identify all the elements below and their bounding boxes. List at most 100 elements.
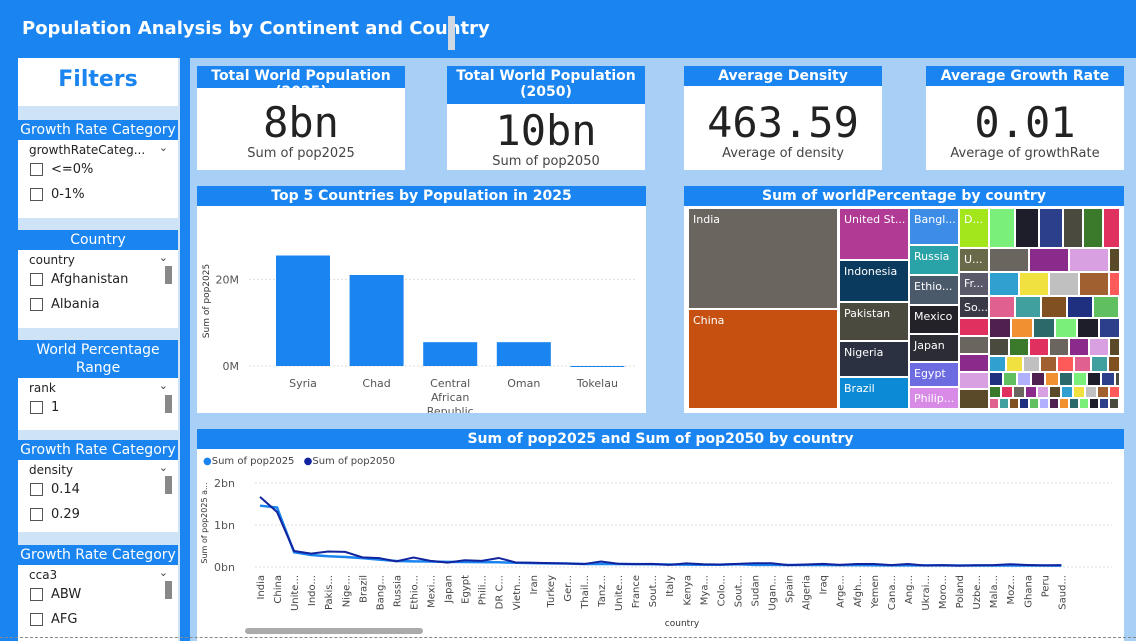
treemap-tile[interactable] <box>1009 398 1019 409</box>
chevron-down-icon[interactable]: ⌄ <box>158 251 168 264</box>
slicer-option[interactable]: ABW <box>18 583 178 608</box>
line-chart-pop2025-pop2050[interactable]: Sum of pop2025 and Sum of pop2050 by cou… <box>197 429 1124 641</box>
treemap-tile[interactable] <box>1003 372 1017 386</box>
treemap-tile[interactable] <box>1115 372 1120 386</box>
slicer-option[interactable]: 1 <box>18 396 178 421</box>
slicer-scrollbar[interactable] <box>165 581 172 599</box>
treemap-tile[interactable] <box>1089 338 1109 356</box>
treemap-tile-nigeria[interactable]: Nigeria <box>839 341 909 377</box>
chevron-down-icon[interactable]: ⌄ <box>158 461 168 474</box>
slicer-field[interactable]: growthRateCateg... ⌄ <box>18 140 178 158</box>
treemap-tile[interactable] <box>1083 208 1103 248</box>
checkbox[interactable] <box>30 273 43 286</box>
treemap-tile-china[interactable]: China <box>688 309 838 409</box>
slicer-scrollbar[interactable] <box>165 476 172 494</box>
treemap-tile[interactable] <box>1079 272 1109 296</box>
treemap-tile[interactable] <box>1013 386 1025 398</box>
checkbox[interactable] <box>30 298 43 311</box>
treemap-tile[interactable] <box>989 272 1019 296</box>
treemap-tile[interactable] <box>1049 272 1079 296</box>
checkbox[interactable] <box>30 508 43 521</box>
treemap-tile[interactable] <box>1029 338 1049 356</box>
slicer-option[interactable]: 0.29 <box>18 503 178 528</box>
treemap-tile-bangladesh[interactable]: Bangl... <box>909 208 959 245</box>
treemap-tile-egypt[interactable]: Egypt <box>909 362 959 387</box>
treemap-tile[interactable] <box>989 208 1015 248</box>
chevron-down-icon[interactable]: ⌄ <box>158 566 168 579</box>
treemap-tile-u[interactable]: U... <box>959 248 989 272</box>
treemap-tile[interactable] <box>1039 398 1049 409</box>
treemap-tile[interactable] <box>1101 372 1115 386</box>
treemap-tile-fr[interactable]: Fr... <box>959 272 989 296</box>
slicer-field[interactable]: country ⌄ <box>18 250 178 268</box>
treemap-tile[interactable] <box>959 354 989 372</box>
horizontal-scrollbar[interactable] <box>245 628 423 634</box>
slicer-scrollbar[interactable] <box>165 395 172 413</box>
checkbox[interactable] <box>30 483 43 496</box>
treemap-tile[interactable] <box>989 386 1001 398</box>
slicer-field[interactable]: cca3 ⌄ <box>18 565 178 583</box>
treemap-tile-pakistan[interactable]: Pakistan <box>839 302 909 341</box>
treemap-tile[interactable] <box>1085 386 1097 398</box>
treemap-tile[interactable] <box>1091 356 1108 372</box>
treemap-tile[interactable] <box>1077 318 1099 338</box>
treemap-tile[interactable] <box>1073 372 1087 386</box>
treemap-tile[interactable] <box>989 296 1015 318</box>
treemap-tile[interactable] <box>1109 248 1120 272</box>
treemap-tile[interactable] <box>1061 386 1073 398</box>
treemap-tile[interactable] <box>1017 372 1031 386</box>
kpi-card-average-growth-rate[interactable]: Average Growth Rate 0.01 Average of grow… <box>926 66 1124 170</box>
treemap-tile[interactable] <box>1055 318 1077 338</box>
slicer-density[interactable]: Growth Rate Category density ⌄ 0.14 0.29 <box>18 440 178 532</box>
treemap-tile[interactable] <box>1009 338 1029 356</box>
treemap-tile[interactable] <box>1029 248 1069 272</box>
treemap-tile[interactable] <box>1109 272 1120 296</box>
chevron-down-icon[interactable]: ⌄ <box>158 379 168 392</box>
bar-chart-top5[interactable]: Top 5 Countries by Population in 2025 0M… <box>197 186 646 431</box>
treemap-tile[interactable] <box>1057 356 1074 372</box>
treemap-tile[interactable] <box>989 338 1009 356</box>
treemap-tile[interactable] <box>1006 356 1023 372</box>
treemap-tile[interactable] <box>1079 398 1089 409</box>
treemap-tile[interactable] <box>1073 386 1085 398</box>
slicer-cca3[interactable]: Growth Rate Category cca3 ⌄ ABW AFG <box>18 545 178 641</box>
treemap-tile-ethiopia[interactable]: Ethio... <box>909 275 959 305</box>
treemap-tile[interactable] <box>1040 356 1057 372</box>
treemap-tile[interactable] <box>1029 398 1039 409</box>
treemap-tile[interactable] <box>959 336 989 354</box>
treemap-tile[interactable] <box>1045 372 1059 386</box>
treemap-tile[interactable] <box>1037 386 1049 398</box>
treemap-tile[interactable] <box>989 318 1011 338</box>
treemap-tile[interactable] <box>1099 318 1120 338</box>
treemap-tile[interactable] <box>1069 248 1109 272</box>
treemap-tile-india[interactable]: India <box>688 208 838 309</box>
treemap-tile[interactable] <box>1074 356 1091 372</box>
treemap-tile[interactable] <box>1015 208 1039 248</box>
treemap-tile[interactable] <box>1069 398 1079 409</box>
treemap-tile[interactable] <box>1025 386 1037 398</box>
treemap-tile[interactable] <box>1015 296 1041 318</box>
treemap-tile-so[interactable]: So... <box>959 296 989 318</box>
treemap-tile[interactable] <box>1087 372 1101 386</box>
treemap-tile[interactable] <box>1119 398 1120 409</box>
treemap-tile[interactable] <box>1109 338 1120 356</box>
checkbox[interactable] <box>30 188 43 201</box>
slicer-option[interactable]: 0-1% <box>18 183 178 208</box>
treemap-tile-united-states[interactable]: United St... <box>839 208 909 260</box>
treemap-tile[interactable] <box>1031 372 1045 386</box>
treemap-tile[interactable] <box>989 248 1029 272</box>
treemap-tile[interactable] <box>1089 398 1099 409</box>
treemap-tile[interactable] <box>989 372 1003 386</box>
slicer-option[interactable]: Afghanistan <box>18 268 178 293</box>
treemap-tile-japan[interactable]: Japan <box>909 334 959 362</box>
treemap-tile[interactable] <box>1019 272 1049 296</box>
treemap-tile[interactable] <box>1033 318 1055 338</box>
treemap-tile[interactable] <box>1039 208 1063 248</box>
treemap-tile[interactable] <box>1067 296 1093 318</box>
treemap-tile-d[interactable]: D... <box>959 208 989 248</box>
slicer-option[interactable]: 0.14 <box>18 478 178 503</box>
treemap-tile[interactable] <box>1103 208 1120 248</box>
treemap-tile-philippines[interactable]: Philip... <box>909 387 959 409</box>
treemap-tile[interactable] <box>1108 356 1120 372</box>
slicer-growth-rate-category[interactable]: Growth Rate Category growthRateCateg... … <box>18 120 178 218</box>
